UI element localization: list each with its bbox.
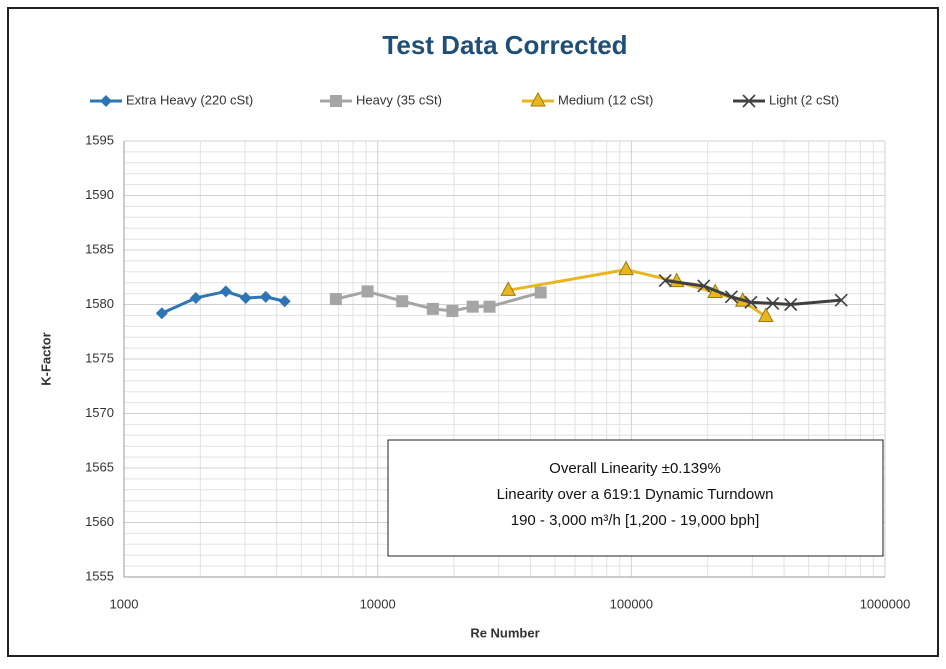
y-tick-label: 1580: [85, 296, 114, 311]
x-axis-label: Re Number: [470, 625, 539, 640]
marker: [155, 307, 168, 320]
y-tick-label: 1595: [85, 132, 114, 147]
marker: [219, 285, 232, 298]
marker: [100, 95, 112, 107]
marker: [742, 94, 756, 108]
marker: [396, 295, 409, 308]
marker: [330, 95, 342, 107]
legend-label: Heavy (35 cSt): [356, 92, 442, 107]
annotation: 190 - 3,000 m³/h [1,200 - 19,000 bph]: [511, 512, 760, 529]
marker: [658, 273, 672, 288]
marker: [618, 260, 634, 276]
marker: [446, 305, 459, 318]
marker: [189, 291, 202, 304]
marker: [239, 291, 252, 304]
y-tick-label: 1560: [85, 514, 114, 529]
x-tick-label: 10000: [360, 596, 396, 611]
marker: [329, 293, 342, 306]
marker: [361, 285, 374, 298]
marker: [259, 290, 272, 303]
marker: [744, 295, 758, 309]
annotation: Linearity over a 619:1 Dynamic Turndown: [497, 486, 774, 503]
marker: [466, 300, 479, 313]
y-tick-label: 1585: [85, 241, 114, 256]
marker: [278, 295, 291, 308]
marker: [834, 293, 848, 307]
marker: [426, 302, 439, 315]
chart-title: Test Data Corrected: [382, 30, 627, 60]
plot: [155, 260, 848, 322]
legend-label: Light (2 cSt): [769, 92, 839, 107]
annotation-box: [387, 439, 884, 557]
marker: [697, 279, 711, 293]
y-tick-label: 1565: [85, 459, 114, 474]
y-axis-label: K-Factor: [38, 332, 53, 385]
marker: [766, 296, 780, 310]
y-tick-label: 1575: [85, 350, 114, 365]
x-tick-label: 1000: [110, 596, 139, 611]
legend-label: Extra Heavy (220 cSt): [126, 92, 253, 107]
marker: [784, 297, 798, 312]
marker: [534, 286, 547, 299]
marker: [757, 307, 774, 322]
annotation: Overall Linearity ±0.139%: [549, 460, 721, 477]
y-tick-label: 1555: [85, 568, 114, 583]
x-tick-label: 100000: [610, 596, 653, 611]
marker: [724, 290, 738, 304]
marker: [483, 300, 496, 313]
marker: [530, 91, 546, 107]
marker: [500, 281, 517, 296]
legend-label: Medium (12 cSt): [558, 92, 653, 107]
x-tick-label: 1000000: [860, 596, 911, 611]
y-tick-label: 1570: [85, 405, 114, 420]
y-tick-label: 1590: [85, 187, 114, 202]
